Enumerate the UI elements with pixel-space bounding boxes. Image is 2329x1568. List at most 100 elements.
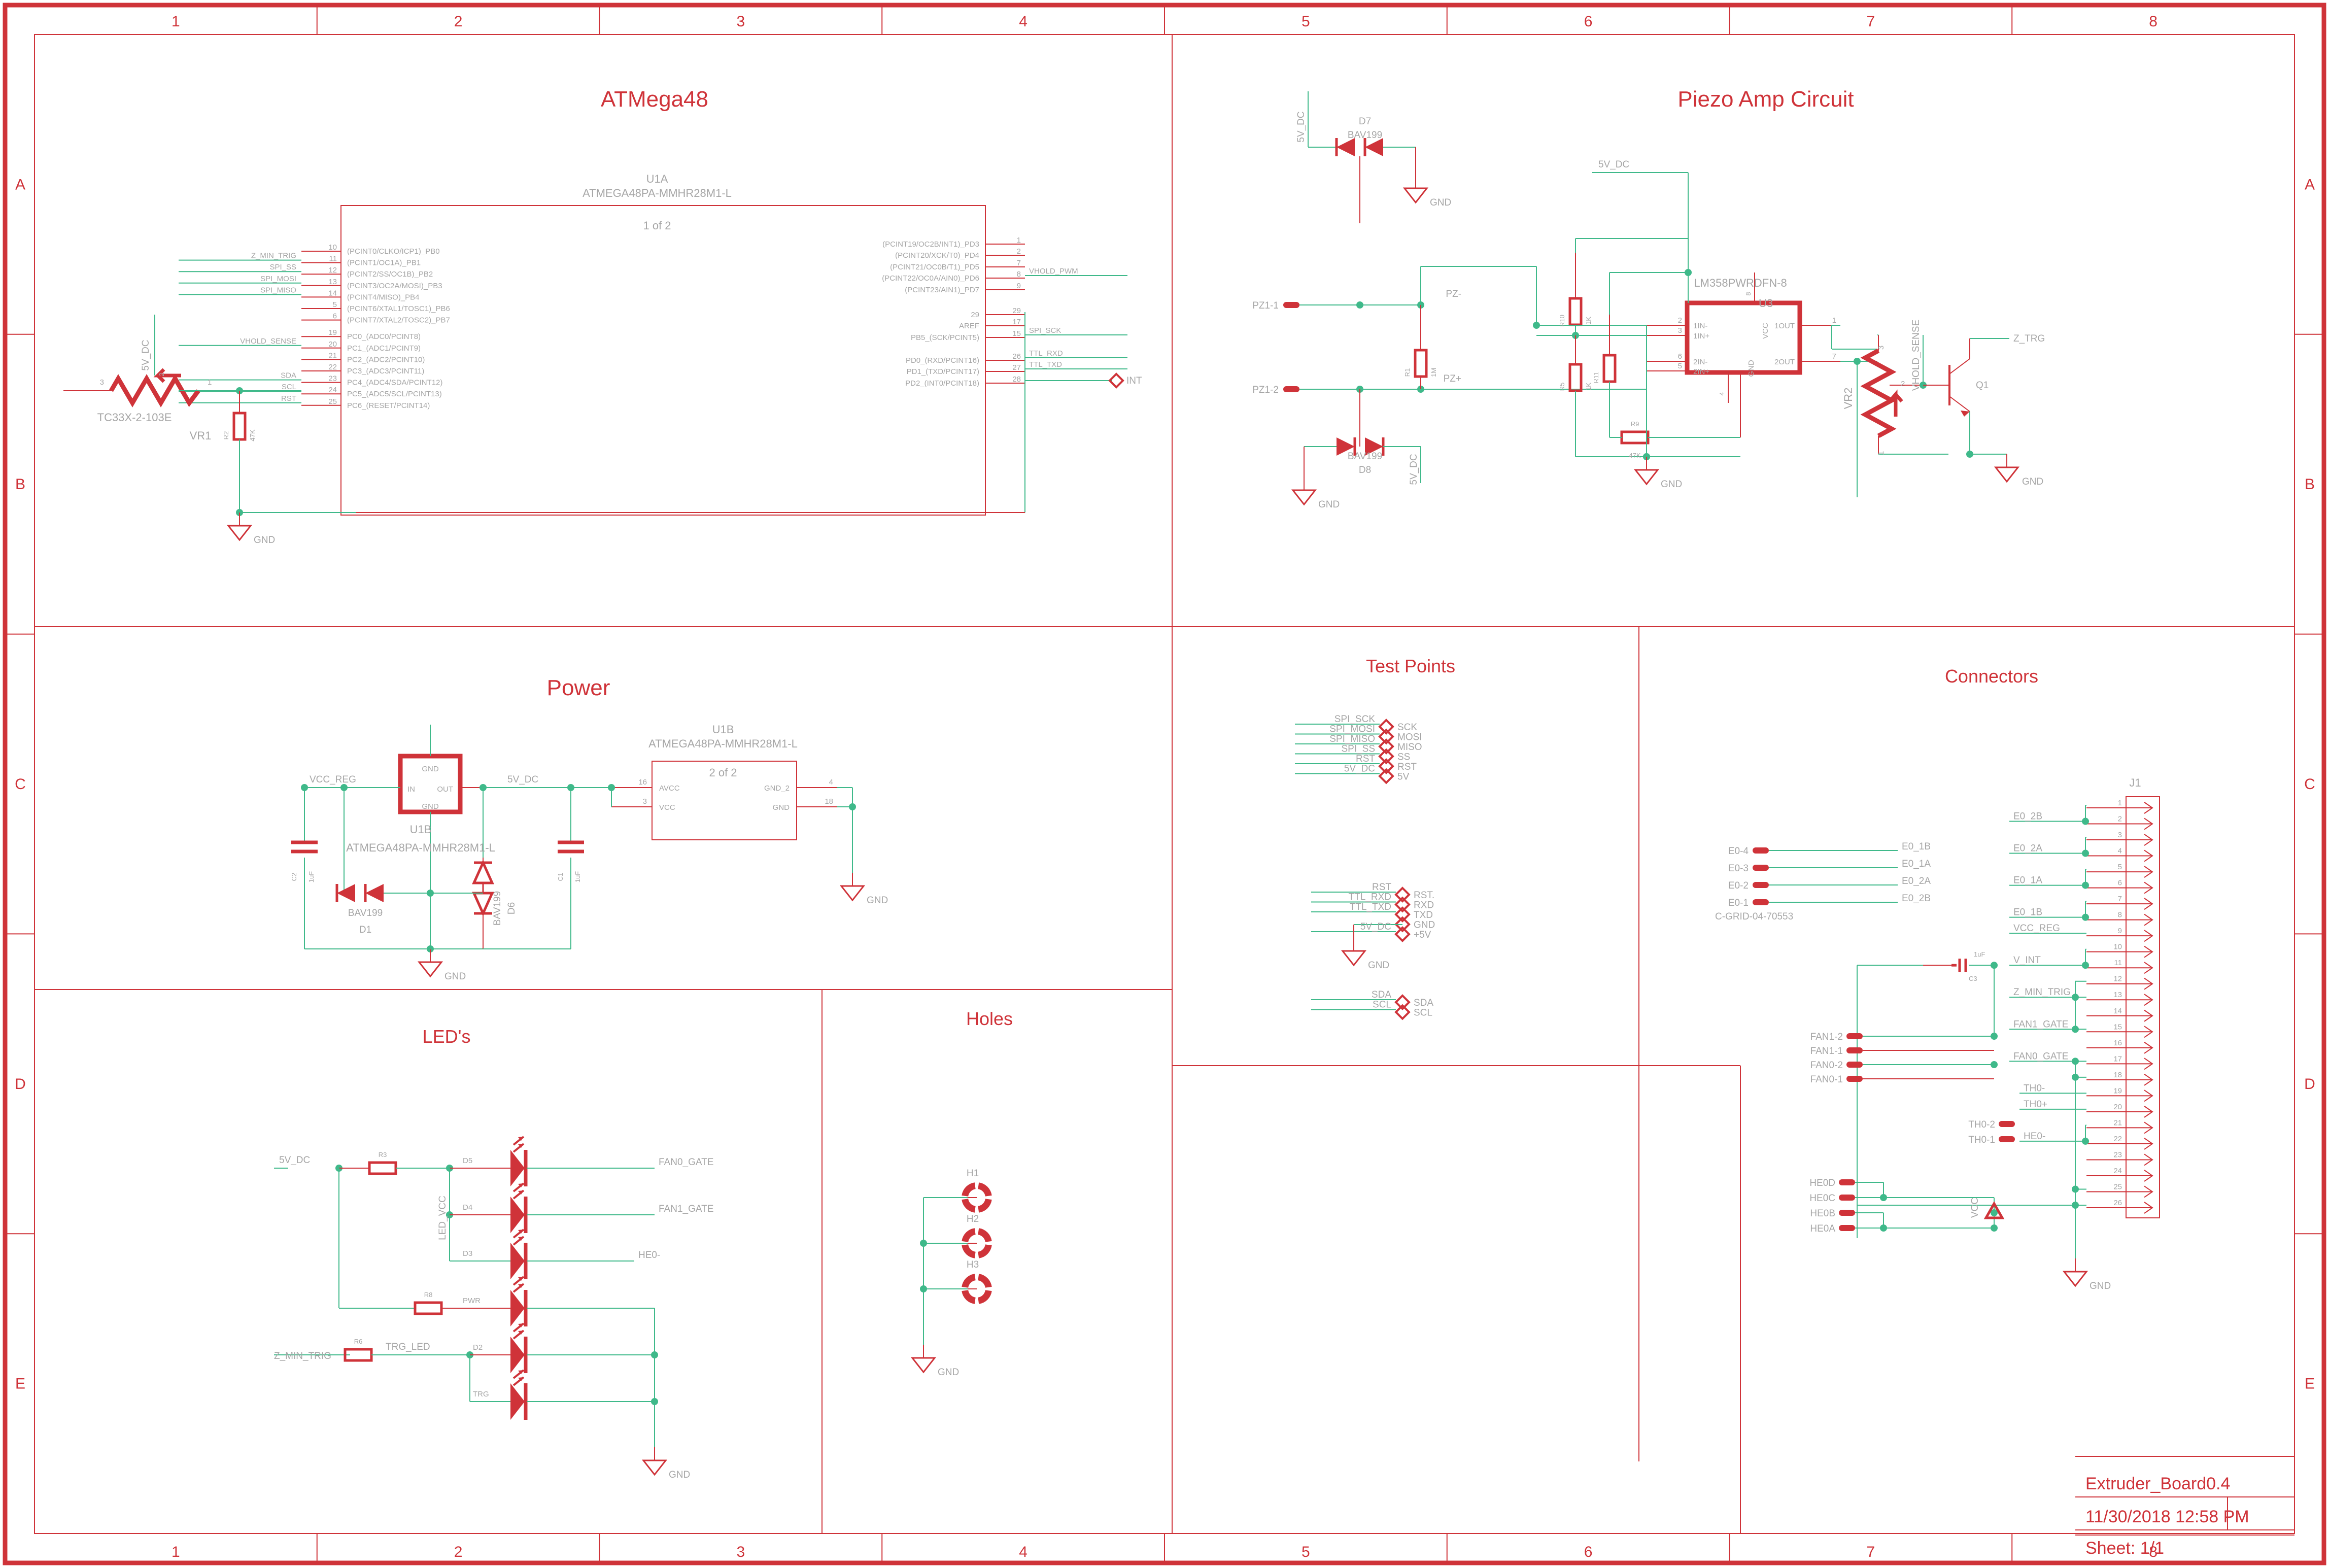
schematic-text: VHOLD_SENSE [240, 337, 296, 346]
schematic-text: FAN1-1 [1810, 1046, 1843, 1056]
schematic-text: Extruder_Board0.4 [2085, 1474, 2230, 1493]
schematic-text: 15 [1012, 329, 1021, 338]
schematic-text: VR1 [190, 429, 212, 442]
schematic-text: (PCINT19/OC2B/INT1)_PD3 [882, 240, 979, 249]
schematic-text: R8 [424, 1291, 433, 1299]
schematic-text: SDA [1372, 990, 1391, 1000]
schematic-text: 1 [1832, 316, 1836, 325]
schematic-text: D8 [1359, 465, 1371, 475]
schematic-text: 15 [2113, 1022, 2122, 1031]
schematic-text: D2 [473, 1343, 483, 1352]
schematic-text: 7 [1867, 1544, 1875, 1560]
schematic-text: D6 [506, 902, 517, 914]
schematic-text: TTL_TXD [1350, 902, 1391, 912]
schematic-text: 25 [2113, 1182, 2122, 1191]
schematic-text: VHOLD_PWM [1029, 267, 1078, 276]
schematic-text: TH0-1 [1968, 1135, 1995, 1145]
schematic-text: 17 [2113, 1054, 2122, 1063]
schematic-text: FAN1_GATE [2013, 1019, 2068, 1030]
schematic-text: ATMEGA48PA-MMHR28M1-L [583, 187, 732, 199]
schematic-text: 2 [454, 13, 463, 30]
schematic-text: 20 [328, 340, 337, 349]
schematic-text: 2 [1901, 380, 1905, 388]
schematic-text: D [15, 1076, 26, 1093]
schematic-text: D5 [463, 1156, 472, 1165]
schematic-text: (PCINT23/AIN1)_PD7 [905, 286, 979, 294]
schematic-text: PZ- [1446, 289, 1461, 299]
schematic-text: TC33X-2-103E [97, 411, 172, 424]
schematic-text: 12 [2113, 975, 2122, 983]
schematic-text: Test Points [1366, 656, 1455, 676]
schematic-text: TXD [1414, 910, 1433, 921]
schematic-text: 5 [1678, 362, 1682, 370]
schematic-text: 2 of 2 [709, 766, 737, 779]
schematic-text: GND [444, 971, 466, 982]
schematic-text: U1A [646, 173, 668, 185]
schematic-text: TH0+ [2024, 1099, 2047, 1110]
schematic-text: Holes [966, 1008, 1013, 1029]
schematic-text: PC5_(ADC5/SCL/PCINT13) [347, 390, 442, 398]
schematic-text: GND [938, 1367, 959, 1378]
schematic-text: GND [1430, 197, 1451, 208]
schematic-text: 2 [1678, 316, 1682, 325]
schematic-text: VCC_REG [2013, 923, 2060, 934]
schematic-text: 10 [328, 243, 337, 252]
schematic-text: SPI_MISO [1329, 734, 1375, 744]
schematic-text: 1 of 2 [643, 219, 671, 232]
schematic-text: Q1 [1976, 380, 1989, 391]
schematic-text: TTL_TXD [1029, 360, 1062, 369]
schematic-text: 5 [333, 300, 337, 309]
schematic-text: 1uF [574, 871, 581, 882]
schematic-text: HE0- [638, 1250, 660, 1260]
schematic-text: 16 [2113, 1039, 2122, 1047]
schematic-text: E0_2B [1902, 893, 1931, 904]
schematic-text: R6 [354, 1338, 363, 1345]
schematic-text: GND_2 [764, 784, 790, 793]
schematic-text: PC2_(ADC2/PCINT10) [347, 355, 425, 364]
schematic-text: 2OUT [1774, 358, 1795, 366]
schematic-text: 4 [1019, 13, 1028, 30]
schematic-text: PC1_(ADC1/PCINT9) [347, 344, 421, 353]
schematic-text: U1B [410, 823, 432, 836]
schematic-text: R5 [1558, 383, 1566, 391]
schematic-text: PWR [463, 1297, 481, 1305]
schematic-text: 1 [2118, 799, 2122, 807]
schematic-text: GND [422, 765, 439, 773]
schematic-text: 2 [158, 372, 165, 376]
schematic-text: 26 [2113, 1199, 2122, 1207]
schematic-text: 4 [829, 778, 833, 787]
schematic-text: (PCINT21/OC0B/T1)_PD5 [890, 263, 979, 271]
schematic-text: D3 [463, 1249, 472, 1258]
schematic-text: 5V_DC [279, 1155, 310, 1166]
schematic-text: 11 [2114, 959, 2122, 967]
schematic-text: SPI_MISO [260, 286, 296, 294]
schematic-text: H2 [967, 1214, 979, 1224]
schematic-text: C [15, 776, 26, 793]
schematic-text: VCC [1970, 1198, 1980, 1218]
schematic-text: 7 [1832, 352, 1836, 361]
schematic-text: BAV199 [1348, 130, 1382, 141]
schematic-text: E0_2A [2013, 843, 2042, 854]
schematic-text: R2 [222, 431, 230, 440]
schematic-text: 6 [1584, 13, 1593, 30]
schematic-text: R1 [1403, 368, 1411, 377]
schematic-text: 1uF [307, 871, 315, 882]
schematic-text: 5 [1302, 1544, 1310, 1560]
schematic-text: RST [1372, 882, 1391, 893]
schematic-text: TTL_RXD [1029, 349, 1063, 358]
schematic-text: Piezo Amp Circuit [1677, 87, 1854, 112]
schematic-text: 1uF [1974, 950, 1985, 958]
schematic-text: PD0_(RXD/PCINT16) [906, 356, 979, 365]
schematic-text: ATMEGA48PA-MMHR28M1-L [346, 841, 495, 854]
schematic-text: 8 [2149, 13, 2157, 30]
schematic-text: BAV199 [492, 891, 503, 926]
schematic-text: (PCINT0/CLKO/ICP1)_PB0 [347, 247, 440, 256]
schematic-text: 1M [1430, 368, 1437, 377]
schematic-text: GND [2022, 476, 2043, 487]
schematic-text: 23 [328, 374, 337, 383]
schematic-text: GND [1747, 360, 1756, 377]
schematic-text: PD2_(INT0/PCINT18) [905, 379, 979, 388]
schematic-text: 12 [328, 266, 337, 275]
schematic-text: 21 [2113, 1118, 2122, 1127]
